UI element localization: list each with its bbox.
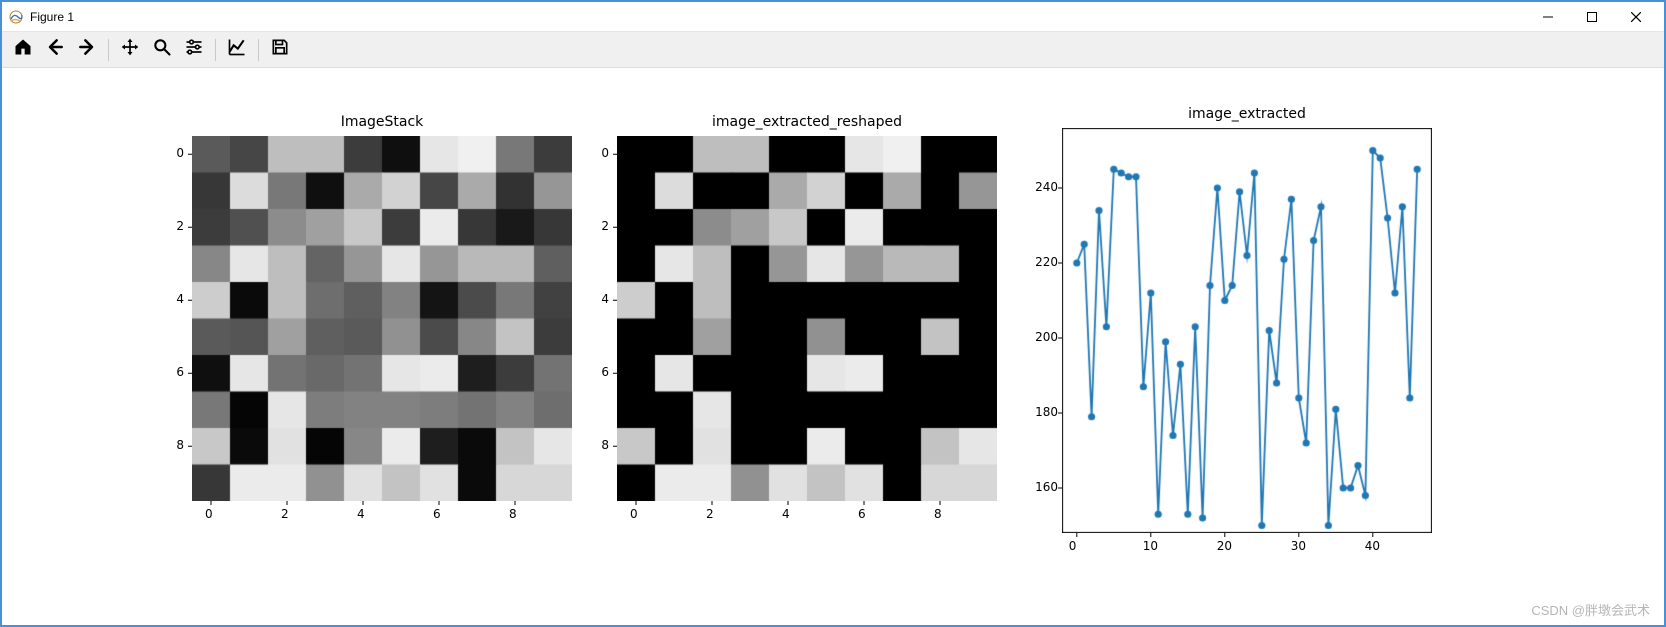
subplot-title: image_extracted [1062, 106, 1432, 122]
subplot-sp1: ImageStack0246802468 [192, 136, 572, 501]
subplot-title: image_extracted_reshaped [617, 114, 997, 130]
ytick-label: 4 [601, 292, 609, 306]
xtick-label: 4 [357, 507, 365, 521]
xtick-label: 10 [1143, 539, 1158, 553]
zoom-button[interactable] [147, 36, 177, 64]
configure-icon [184, 37, 204, 62]
plot-canvas [192, 136, 572, 501]
xtick-label: 4 [782, 507, 790, 521]
xtick-label: 40 [1365, 539, 1380, 553]
pan-icon [120, 37, 140, 62]
pan-button[interactable] [115, 36, 145, 64]
save-icon [270, 37, 290, 62]
back-button[interactable] [40, 36, 70, 64]
figure-canvas-area: CSDN @胖墩会武术 ImageStack0246802468image_ex… [2, 68, 1664, 625]
app-icon [8, 9, 24, 25]
toolbar-separator [258, 39, 259, 61]
ytick-label: 200 [1028, 330, 1058, 344]
ytick-label: 0 [176, 146, 184, 160]
subplot-sp3: image_extracted010203040160180200220240 [1062, 128, 1432, 533]
ytick-label: 180 [1028, 405, 1058, 419]
xtick-label: 8 [934, 507, 942, 521]
xtick-label: 6 [858, 507, 866, 521]
close-button[interactable] [1614, 2, 1658, 32]
xtick-label: 0 [1069, 539, 1077, 553]
minimize-button[interactable] [1526, 2, 1570, 32]
xtick-label: 8 [509, 507, 517, 521]
ytick-label: 0 [601, 146, 609, 160]
zoom-icon [152, 37, 172, 62]
forward-icon [77, 37, 97, 62]
xtick-label: 30 [1291, 539, 1306, 553]
ytick-label: 2 [176, 219, 184, 233]
window-titlebar: Figure 1 [2, 2, 1664, 32]
xtick-label: 0 [205, 507, 213, 521]
watermark-text: CSDN @胖墩会武术 [1531, 600, 1650, 619]
subplot-sp2: image_extracted_reshaped0246802468 [617, 136, 997, 501]
ytick-label: 220 [1028, 255, 1058, 269]
home-button[interactable] [8, 36, 38, 64]
xtick-label: 2 [281, 507, 289, 521]
xtick-label: 0 [630, 507, 638, 521]
save-button[interactable] [265, 36, 295, 64]
ytick-label: 240 [1028, 180, 1058, 194]
ytick-label: 8 [176, 438, 184, 452]
forward-button[interactable] [72, 36, 102, 64]
plot-canvas [617, 136, 997, 501]
ytick-label: 6 [176, 365, 184, 379]
xtick-label: 6 [433, 507, 441, 521]
subplot-title: ImageStack [192, 114, 572, 130]
back-icon [45, 37, 65, 62]
ytick-label: 8 [601, 438, 609, 452]
axes-button[interactable] [222, 36, 252, 64]
toolbar-separator [108, 39, 109, 61]
xtick-label: 2 [706, 507, 714, 521]
maximize-button[interactable] [1570, 2, 1614, 32]
window-title: Figure 1 [30, 10, 74, 24]
ytick-label: 4 [176, 292, 184, 306]
ytick-label: 2 [601, 219, 609, 233]
plot-canvas [1062, 128, 1432, 533]
ytick-label: 160 [1028, 480, 1058, 494]
configure-button[interactable] [179, 36, 209, 64]
toolbar-separator [215, 39, 216, 61]
axes-icon [227, 37, 247, 62]
ytick-label: 6 [601, 365, 609, 379]
xtick-label: 20 [1217, 539, 1232, 553]
mpl-toolbar [2, 32, 1664, 68]
home-icon [13, 37, 33, 62]
